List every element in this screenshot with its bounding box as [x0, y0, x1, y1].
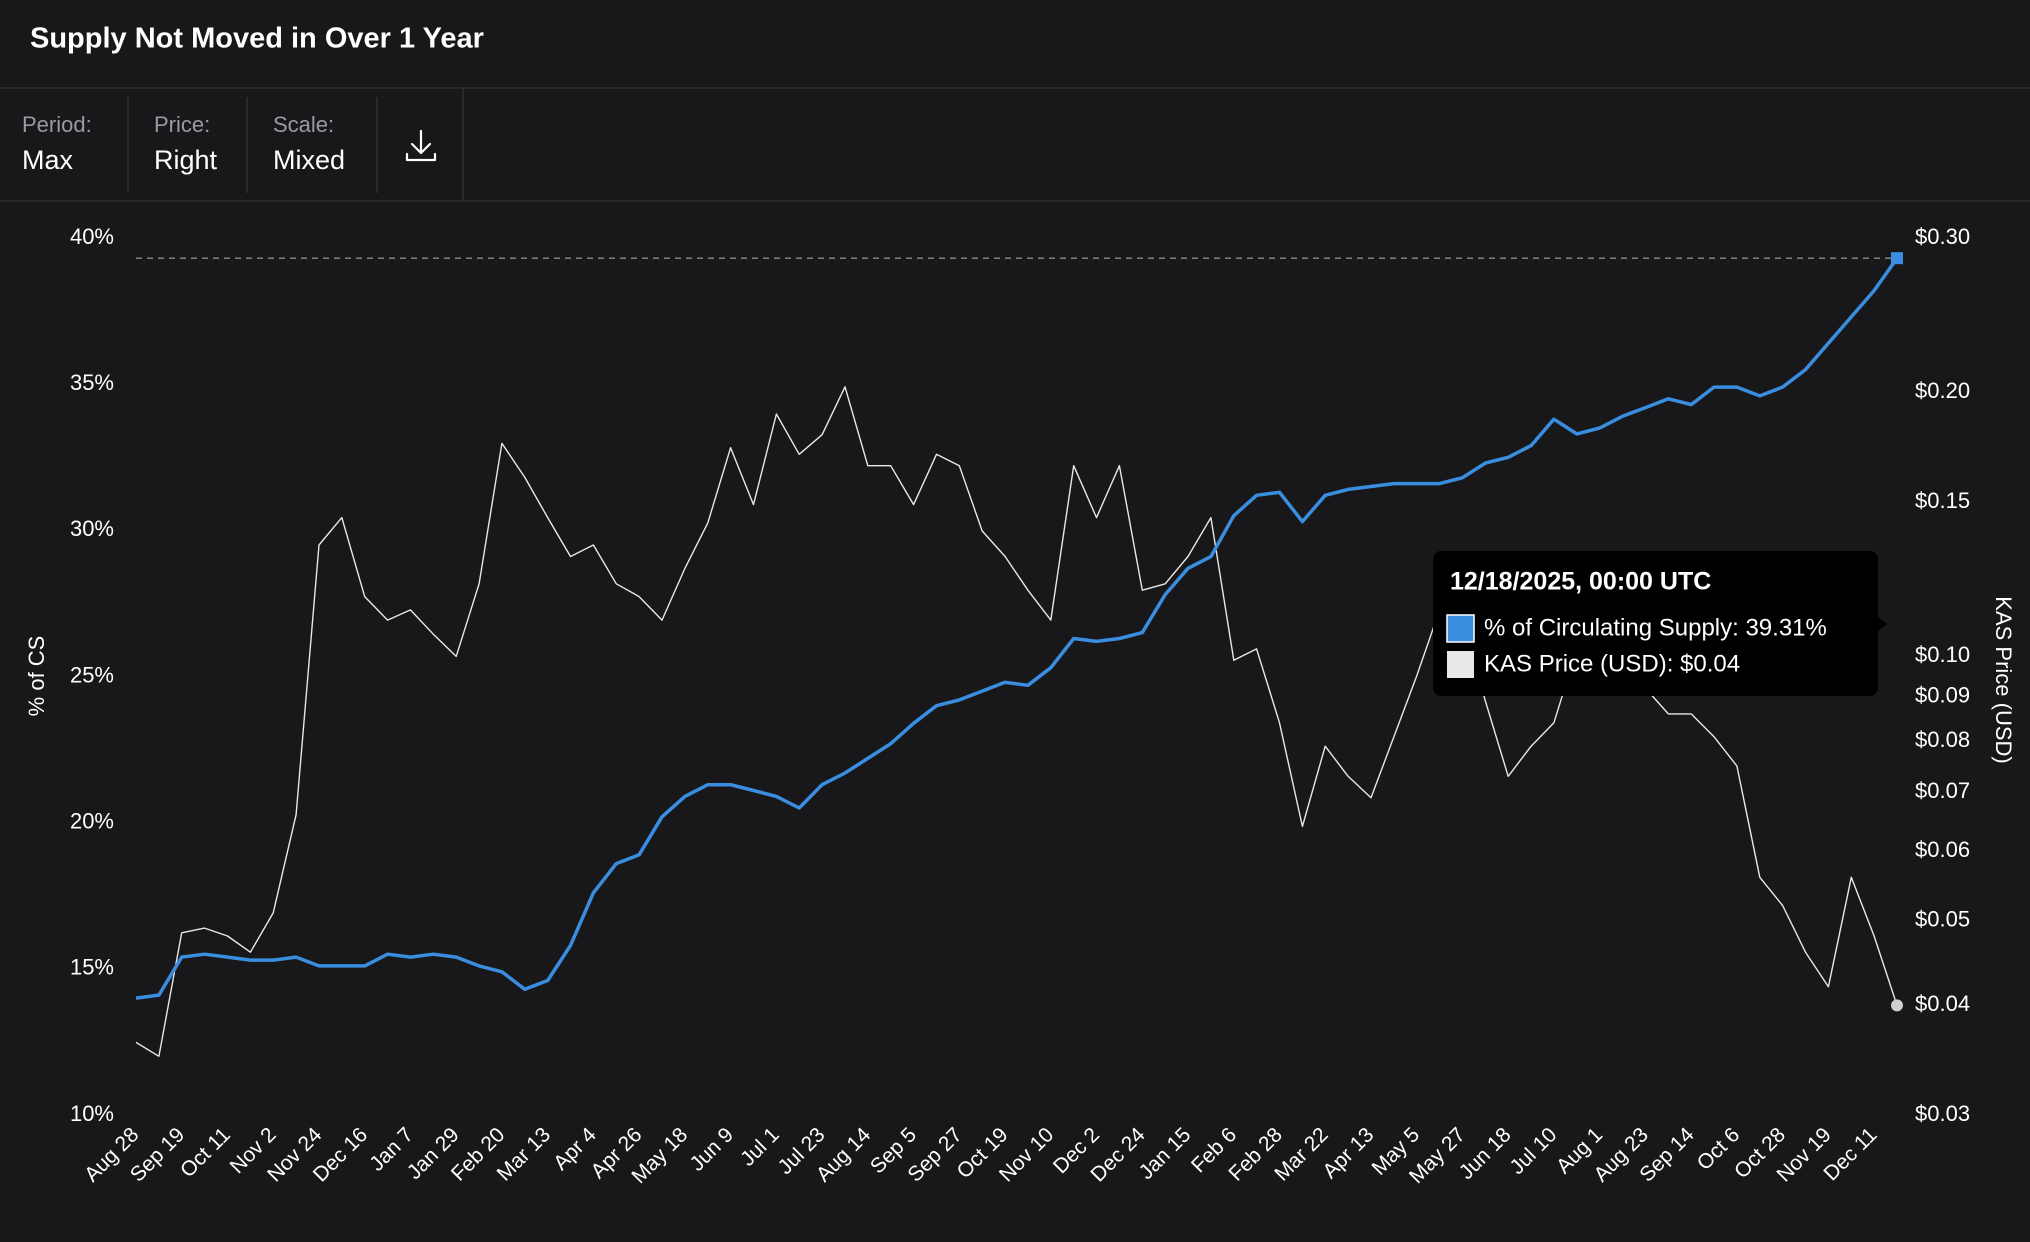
y2-tick-label: $0.10: [1915, 642, 1970, 667]
y-axis-label: % of CS: [24, 636, 49, 717]
tooltip-line: % of Circulating Supply: 39.31%: [1484, 614, 1827, 641]
controls: Period: Max Price: Right Scale: Mixed: [22, 88, 464, 201]
tooltip-box: [1433, 551, 1878, 696]
y2-tick-label: $0.05: [1915, 906, 1970, 931]
y-tick-label: 10%: [70, 1101, 114, 1126]
tooltip: 12/18/2025, 00:00 UTC % of Circulating S…: [1433, 551, 1887, 696]
y2-tick-label: $0.03: [1915, 1101, 1970, 1126]
price-control[interactable]: Price: Right: [154, 112, 218, 175]
y-tick-label: 35%: [70, 370, 114, 395]
period-control[interactable]: Period: Max: [22, 112, 92, 175]
tooltip-line: KAS Price (USD): $0.04: [1484, 650, 1740, 677]
y-tick-label: 40%: [70, 224, 114, 249]
control-value[interactable]: Mixed: [273, 145, 345, 175]
download-tray: [405, 152, 437, 162]
y2-tick-label: $0.04: [1915, 991, 1970, 1016]
tooltip-title: 12/18/2025, 00:00 UTC: [1450, 568, 1711, 596]
tooltip-swatch: [1446, 614, 1475, 643]
page-title: Supply Not Moved in Over 1 Year: [30, 23, 484, 55]
control-value[interactable]: Right: [154, 145, 218, 175]
y2-axis-label: KAS Price (USD): [1991, 596, 2016, 763]
scale-control[interactable]: Scale: Mixed: [273, 112, 345, 175]
download-button[interactable]: [405, 129, 437, 162]
control-value[interactable]: Max: [22, 145, 74, 175]
y-tick-label: 15%: [70, 955, 114, 980]
download-arrow: [410, 129, 432, 155]
end-point: [1890, 252, 1903, 265]
supply-line: [135, 257, 1899, 1000]
y-tick-label: 20%: [70, 808, 114, 833]
y2-tick-label: $0.07: [1915, 778, 1970, 803]
y-tick-label: 30%: [70, 516, 114, 541]
y2-tick-label: $0.09: [1915, 682, 1970, 707]
control-label: Price:: [154, 112, 210, 137]
y2-tick-label: $0.08: [1915, 727, 1970, 752]
control-label: Scale:: [273, 112, 334, 137]
tooltip-pointer: [1878, 617, 1887, 631]
tooltip-swatch: [1447, 651, 1474, 678]
y2-tick-label: $0.15: [1915, 488, 1970, 513]
y2-tick-label: $0.30: [1915, 224, 1970, 249]
end-point: [1890, 999, 1903, 1012]
y2-tick-label: $0.06: [1915, 837, 1970, 862]
control-label: Period:: [22, 112, 92, 137]
y-tick-label: 25%: [70, 662, 114, 687]
y2-tick-label: $0.20: [1915, 378, 1970, 403]
